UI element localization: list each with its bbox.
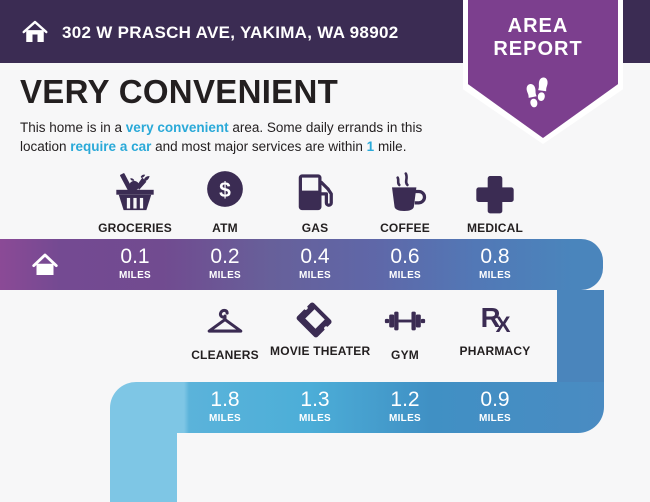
svg-text:$: $ (219, 179, 231, 202)
svg-text:X: X (496, 312, 511, 337)
